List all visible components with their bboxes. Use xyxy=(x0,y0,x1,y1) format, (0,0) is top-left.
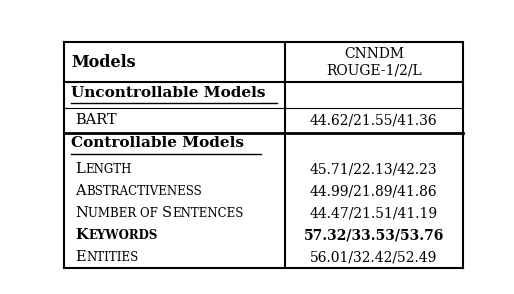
Text: Controllable Models: Controllable Models xyxy=(71,136,245,151)
Text: 44.99/21.89/41.86: 44.99/21.89/41.86 xyxy=(310,184,437,198)
Text: 57.32/33.53/53.76: 57.32/33.53/53.76 xyxy=(304,228,444,243)
Text: 45.71/22.13/42.23: 45.71/22.13/42.23 xyxy=(310,162,437,176)
Text: Models: Models xyxy=(71,54,136,71)
Text: E: E xyxy=(76,250,86,264)
Text: K: K xyxy=(76,228,88,243)
Text: UMBER OF: UMBER OF xyxy=(88,207,162,220)
Text: NTITIES: NTITIES xyxy=(86,251,138,264)
Text: ENGTH: ENGTH xyxy=(85,163,132,176)
Text: 44.62/21.55/41.36: 44.62/21.55/41.36 xyxy=(310,113,437,127)
Text: ENTENCES: ENTENCES xyxy=(172,207,244,220)
Text: BSTRACTIVENESS: BSTRACTIVENESS xyxy=(86,185,202,198)
Text: CNNDM
ROUGE-1/2/L: CNNDM ROUGE-1/2/L xyxy=(326,47,421,77)
Text: N: N xyxy=(76,206,88,220)
Text: 44.47/21.51/41.19: 44.47/21.51/41.19 xyxy=(310,206,438,220)
Text: Uncontrollable Models: Uncontrollable Models xyxy=(71,86,266,100)
Text: 56.01/32.42/52.49: 56.01/32.42/52.49 xyxy=(310,250,437,264)
Text: L: L xyxy=(76,162,85,176)
Text: A: A xyxy=(76,184,86,198)
Text: EYWORDS: EYWORDS xyxy=(88,229,157,242)
Text: BART: BART xyxy=(76,113,117,127)
Text: S: S xyxy=(162,206,172,220)
